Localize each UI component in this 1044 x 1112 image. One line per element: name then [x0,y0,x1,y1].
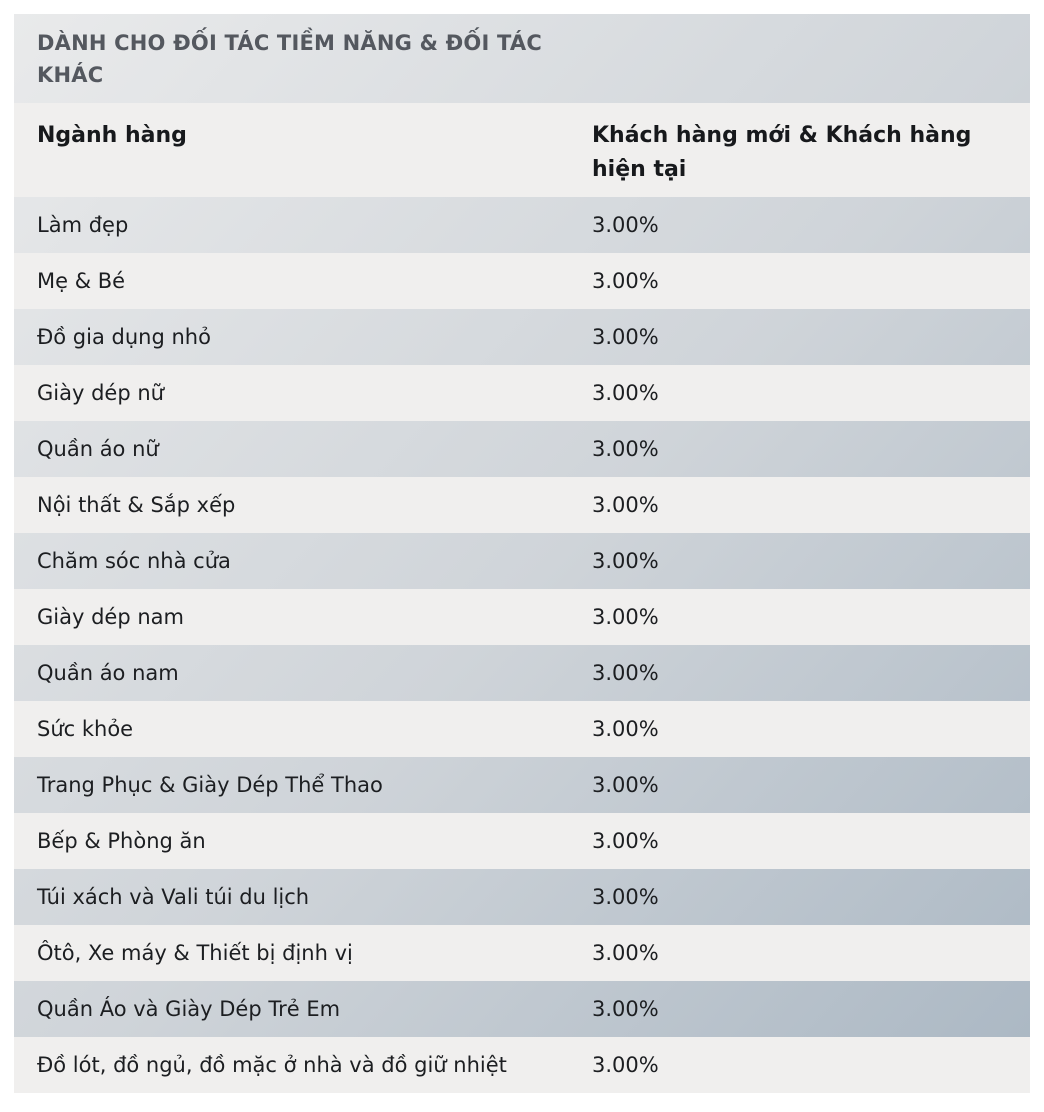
column-header-rate-line1: Khách hàng mới & Khách hàng [592,123,972,148]
category-cell: Bếp & Phòng ăn [37,829,206,853]
category-cell: Giày dép nam [37,605,184,629]
rate-cell: 3.00% [592,381,659,405]
table-row: Giày dép nam 3.00% [14,589,1030,645]
rate-cell: 3.00% [592,941,659,965]
table-row: Giày dép nữ 3.00% [14,365,1030,421]
table-row: Nội thất & Sắp xếp 3.00% [14,477,1030,533]
category-cell: Quần Áo và Giày Dép Trẻ Em [37,997,341,1021]
category-cell: Đồ lót, đồ ngủ, đồ mặc ở nhà và đồ giữ n… [37,1053,507,1077]
table-row: Quần áo nữ 3.00% [14,421,1030,477]
table-row: Quần Áo và Giày Dép Trẻ Em 3.00% [14,981,1030,1037]
category-cell: Nội thất & Sắp xếp [37,493,236,517]
rate-cell: 3.00% [592,549,659,573]
category-cell: Mẹ & Bé [37,269,126,293]
table-header-row: Ngành hàng Khách hàng mới & Khách hàng h… [14,103,1030,197]
rate-cell: 3.00% [592,493,659,517]
rate-cell: 3.00% [592,325,659,349]
table-row: Chăm sóc nhà cửa 3.00% [14,533,1030,589]
column-header-category: Ngành hàng [37,123,187,148]
category-cell: Chăm sóc nhà cửa [37,549,231,573]
table-row: Đồ gia dụng nhỏ 3.00% [14,309,1030,365]
category-cell: Làm đẹp [37,213,129,237]
rate-cell: 3.00% [592,1053,659,1077]
column-header-rate: Khách hàng mới & Khách hàng hiện tại [592,119,1030,187]
table-row: Sức khỏe 3.00% [14,701,1030,757]
table-row: Làm đẹp 3.00% [14,197,1030,253]
table-body: Làm đẹp 3.00% Mẹ & Bé 3.00% Đồ gia dụng … [14,197,1030,1093]
category-cell: Túi xách và Vali túi du lịch [37,885,310,909]
table-row: Đồ lót, đồ ngủ, đồ mặc ở nhà và đồ giữ n… [14,1037,1030,1093]
category-cell: Ôtô, Xe máy & Thiết bị định vị [37,941,353,965]
category-cell: Trang Phục & Giày Dép Thể Thao [37,773,383,797]
table-row: Túi xách và Vali túi du lịch 3.00% [14,869,1030,925]
table-title: DÀNH CHO ĐỐI TÁC TIỀM NĂNG & ĐỐI TÁC KHÁ… [37,30,542,87]
rate-cell: 3.00% [592,717,659,741]
rate-cell: 3.00% [592,997,659,1021]
rate-cell: 3.00% [592,829,659,853]
table-title-band: DÀNH CHO ĐỐI TÁC TIỀM NĂNG & ĐỐI TÁC KHÁ… [14,14,1030,103]
category-cell: Sức khỏe [37,717,134,741]
rate-cell: 3.00% [592,269,659,293]
rate-cell: 3.00% [592,773,659,797]
category-cell: Giày dép nữ [37,381,164,405]
rate-cell: 3.00% [592,605,659,629]
table-row: Ôtô, Xe máy & Thiết bị định vị 3.00% [14,925,1030,981]
category-cell: Đồ gia dụng nhỏ [37,325,211,349]
rate-cell: 3.00% [592,213,659,237]
table-row: Bếp & Phòng ăn 3.00% [14,813,1030,869]
rate-cell: 3.00% [592,885,659,909]
rate-cell: 3.00% [592,437,659,461]
commission-table: DÀNH CHO ĐỐI TÁC TIỀM NĂNG & ĐỐI TÁC KHÁ… [14,14,1030,1093]
table-row: Trang Phục & Giày Dép Thể Thao 3.00% [14,757,1030,813]
table-row: Quần áo nam 3.00% [14,645,1030,701]
table-row: Mẹ & Bé 3.00% [14,253,1030,309]
category-cell: Quần áo nữ [37,437,159,461]
rate-cell: 3.00% [592,661,659,685]
category-cell: Quần áo nam [37,661,179,685]
column-header-rate-line2: hiện tại [592,157,687,182]
